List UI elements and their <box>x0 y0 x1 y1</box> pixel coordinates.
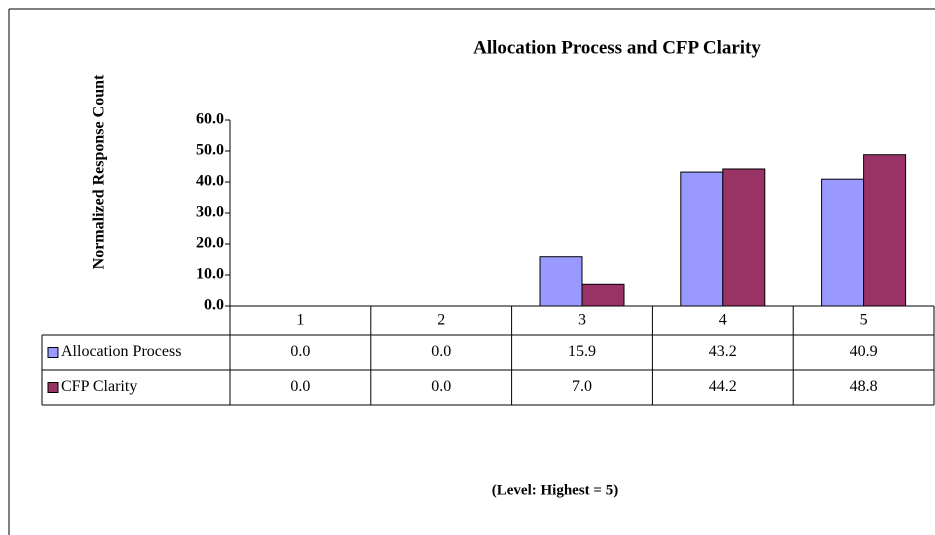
table-value: 40.9 <box>850 343 878 360</box>
legend-label: CFP Clarity <box>61 378 137 395</box>
table-value: 0.0 <box>431 343 451 360</box>
table-value: 44.2 <box>709 378 737 395</box>
y-tick-label: 40.0 <box>196 173 224 190</box>
table-value: 0.0 <box>431 378 451 395</box>
x-tick-label: 3 <box>578 312 586 329</box>
x-tick-label: 5 <box>860 312 868 329</box>
bar <box>863 154 907 307</box>
y-tick-label: 0.0 <box>204 297 224 314</box>
bar <box>680 171 724 307</box>
table-value: 48.8 <box>850 378 878 395</box>
y-axis-label: Normalized Response Count <box>91 74 108 269</box>
bar <box>722 168 766 307</box>
y-tick-label: 30.0 <box>196 204 224 221</box>
x-axis-label: (Level: Highest = 5) <box>492 482 618 498</box>
chart-title: Allocation Process and CFP Clarity <box>473 37 761 58</box>
bar <box>821 178 865 307</box>
x-tick-label: 4 <box>719 312 727 329</box>
x-tick-label: 2 <box>437 312 445 329</box>
y-tick-label: 50.0 <box>196 142 224 159</box>
y-tick-label: 20.0 <box>196 235 224 252</box>
y-tick-label: 60.0 <box>196 111 224 128</box>
bar <box>539 256 583 307</box>
table-value: 0.0 <box>290 343 310 360</box>
legend-label: Allocation Process <box>61 343 181 360</box>
bar <box>581 283 625 307</box>
x-tick-label: 1 <box>296 312 304 329</box>
table-value: 0.0 <box>290 378 310 395</box>
table-value: 43.2 <box>709 343 737 360</box>
legend-key <box>47 382 59 393</box>
legend-key <box>47 347 59 358</box>
table-value: 15.9 <box>568 343 596 360</box>
y-tick-label: 10.0 <box>196 266 224 283</box>
table-value: 7.0 <box>572 378 592 395</box>
